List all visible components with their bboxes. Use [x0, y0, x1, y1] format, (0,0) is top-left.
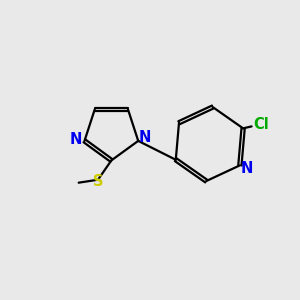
Text: Cl: Cl — [253, 117, 269, 132]
Text: S: S — [93, 174, 103, 189]
Text: N: N — [70, 132, 83, 147]
Text: N: N — [241, 161, 254, 176]
Text: N: N — [139, 130, 151, 146]
